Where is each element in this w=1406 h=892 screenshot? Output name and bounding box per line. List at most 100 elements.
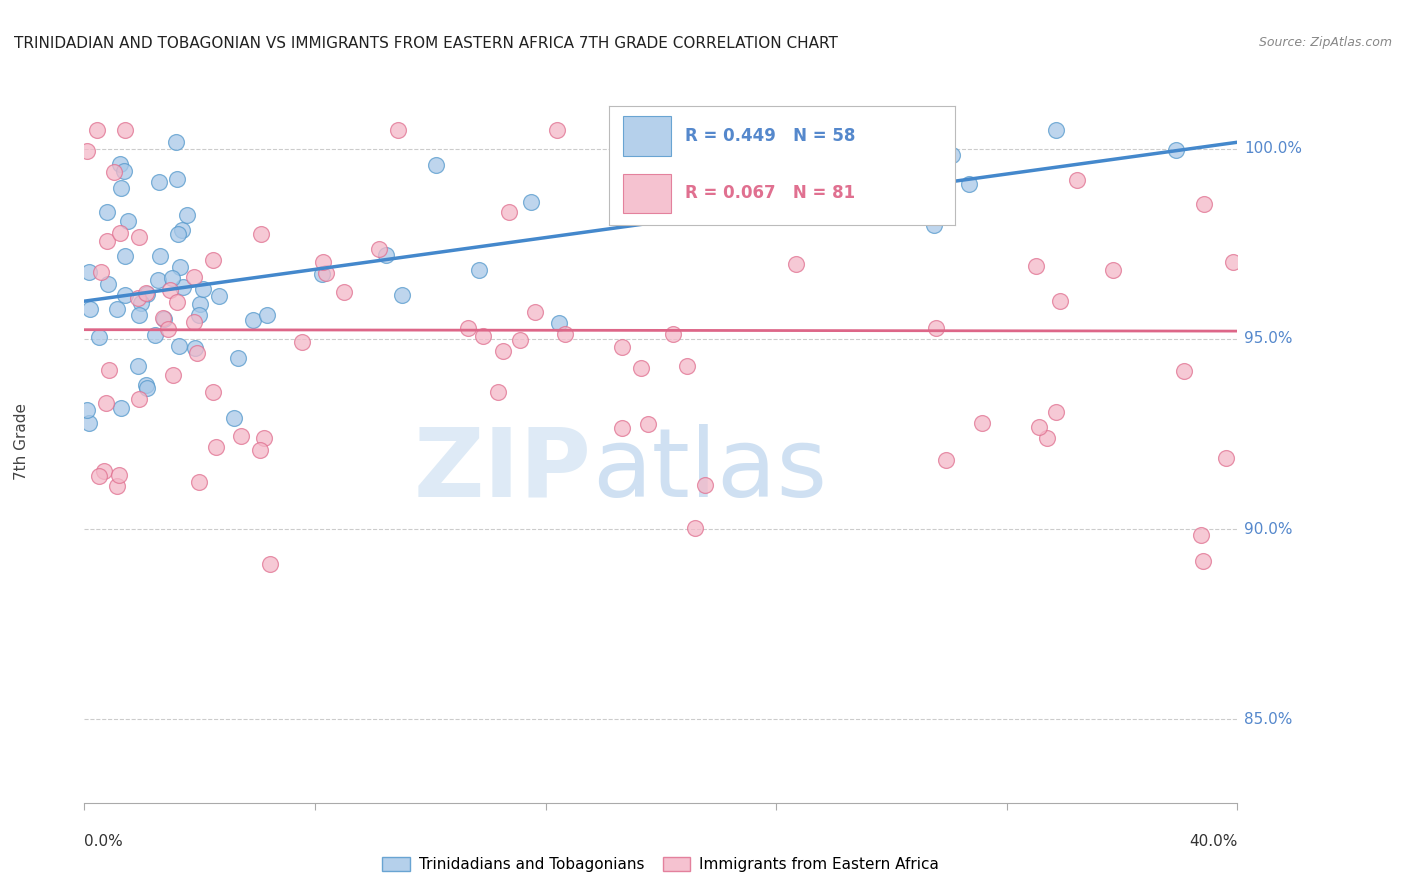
Point bbox=[250, 227, 273, 242]
Point bbox=[112, 163, 135, 178]
Point bbox=[156, 322, 179, 336]
Point bbox=[630, 360, 652, 375]
Point bbox=[745, 180, 768, 194]
Point bbox=[205, 440, 228, 454]
Point bbox=[242, 313, 264, 327]
Point bbox=[492, 343, 515, 358]
Point bbox=[110, 180, 132, 194]
Point bbox=[201, 252, 224, 267]
Point bbox=[165, 135, 187, 149]
Point bbox=[135, 286, 157, 301]
Point bbox=[457, 321, 479, 335]
Point bbox=[188, 297, 211, 311]
Point bbox=[76, 145, 98, 159]
Point bbox=[333, 285, 356, 300]
Point bbox=[183, 270, 205, 285]
Point bbox=[1028, 420, 1050, 434]
Point bbox=[159, 283, 181, 297]
Point bbox=[187, 309, 209, 323]
Point bbox=[148, 175, 170, 189]
Point bbox=[1215, 450, 1237, 465]
Point bbox=[941, 147, 963, 161]
Point bbox=[103, 165, 125, 179]
Point bbox=[186, 346, 208, 360]
Point bbox=[107, 467, 129, 482]
Point bbox=[676, 359, 699, 373]
Point bbox=[472, 329, 495, 343]
Point bbox=[610, 420, 633, 434]
Point bbox=[96, 277, 118, 292]
Point bbox=[1166, 143, 1188, 157]
Point bbox=[162, 271, 184, 285]
Point bbox=[176, 208, 198, 222]
Point bbox=[170, 223, 193, 237]
Point bbox=[311, 268, 333, 282]
Point bbox=[127, 291, 149, 305]
Point bbox=[1025, 259, 1047, 273]
Point bbox=[932, 122, 955, 136]
Point bbox=[79, 301, 101, 316]
Text: 85.0%: 85.0% bbox=[1244, 712, 1292, 727]
Point bbox=[785, 257, 807, 271]
Point bbox=[77, 416, 100, 430]
Point bbox=[135, 286, 157, 301]
Point bbox=[89, 468, 111, 483]
Point bbox=[94, 396, 117, 410]
Point bbox=[76, 403, 98, 417]
Point bbox=[546, 122, 568, 136]
Text: 0.0%: 0.0% bbox=[84, 834, 124, 849]
Point bbox=[98, 362, 121, 376]
Point bbox=[89, 264, 111, 278]
Point bbox=[183, 315, 205, 329]
Point bbox=[191, 283, 214, 297]
Point bbox=[110, 401, 132, 416]
Text: atlas: atlas bbox=[592, 424, 827, 517]
Point bbox=[136, 381, 159, 395]
Point bbox=[127, 359, 149, 374]
Point bbox=[509, 334, 531, 348]
Point bbox=[201, 385, 224, 400]
Point bbox=[110, 157, 132, 171]
Text: 95.0%: 95.0% bbox=[1244, 331, 1292, 346]
Point bbox=[169, 260, 191, 275]
Point bbox=[96, 234, 118, 248]
Point bbox=[548, 316, 571, 330]
Point bbox=[1257, 371, 1279, 385]
Point bbox=[153, 311, 176, 326]
Point bbox=[143, 328, 166, 343]
Point bbox=[152, 310, 174, 325]
Point bbox=[957, 178, 980, 192]
Legend: Trinidadians and Tobagonians, Immigrants from Eastern Africa: Trinidadians and Tobagonians, Immigrants… bbox=[377, 850, 945, 879]
Point bbox=[229, 429, 252, 443]
Point bbox=[108, 226, 131, 240]
Point bbox=[105, 479, 128, 493]
Point bbox=[128, 392, 150, 407]
Point bbox=[259, 557, 281, 571]
Point bbox=[291, 335, 314, 350]
Point bbox=[135, 378, 157, 392]
Point bbox=[312, 254, 335, 268]
Text: 7th Grade: 7th Grade bbox=[14, 403, 28, 480]
Text: ZIP: ZIP bbox=[413, 424, 592, 517]
Point bbox=[162, 368, 184, 382]
Point bbox=[1246, 238, 1268, 252]
Point bbox=[89, 330, 111, 344]
Point bbox=[1049, 293, 1071, 308]
Point bbox=[1102, 262, 1125, 277]
Point bbox=[523, 305, 546, 319]
Point bbox=[1241, 261, 1264, 276]
Point bbox=[520, 194, 543, 209]
Point bbox=[685, 521, 707, 535]
Text: 90.0%: 90.0% bbox=[1244, 522, 1292, 536]
Point bbox=[117, 213, 139, 227]
Point bbox=[375, 248, 398, 262]
Point bbox=[498, 204, 520, 219]
Point bbox=[754, 175, 776, 189]
Point bbox=[208, 289, 231, 303]
Point bbox=[610, 340, 633, 354]
Point bbox=[387, 122, 409, 136]
Point bbox=[486, 384, 509, 399]
Point bbox=[970, 416, 993, 430]
Point bbox=[172, 280, 194, 294]
Point bbox=[167, 339, 190, 353]
